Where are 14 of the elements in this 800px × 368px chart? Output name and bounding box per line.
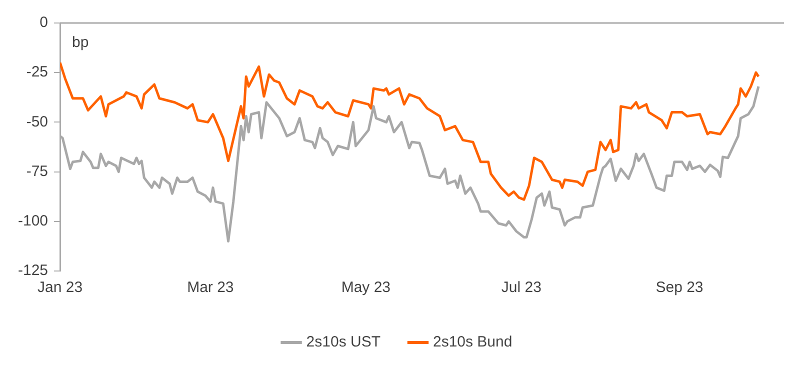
y-axis-title: bp [72, 34, 89, 52]
y-tick-label: -125 [18, 262, 48, 280]
legend-label: 2s10s UST [306, 334, 380, 351]
y-tick-label: 0 [40, 14, 48, 32]
x-tick-label: Jan 23 [38, 279, 83, 296]
y-tick-label: -25 [26, 64, 48, 81]
y-tick-label: -75 [26, 162, 48, 180]
y-tick-label: -100 [18, 212, 48, 230]
x-tick-label: Sep 23 [656, 279, 704, 296]
legend-label: 2s10s Bund [432, 334, 512, 351]
x-tick-label: May 23 [341, 279, 391, 296]
x-tick-label: Jul 23 [501, 279, 542, 296]
x-tick-label: Mar 23 [187, 279, 234, 296]
y-tick-label: -50 [26, 113, 48, 130]
